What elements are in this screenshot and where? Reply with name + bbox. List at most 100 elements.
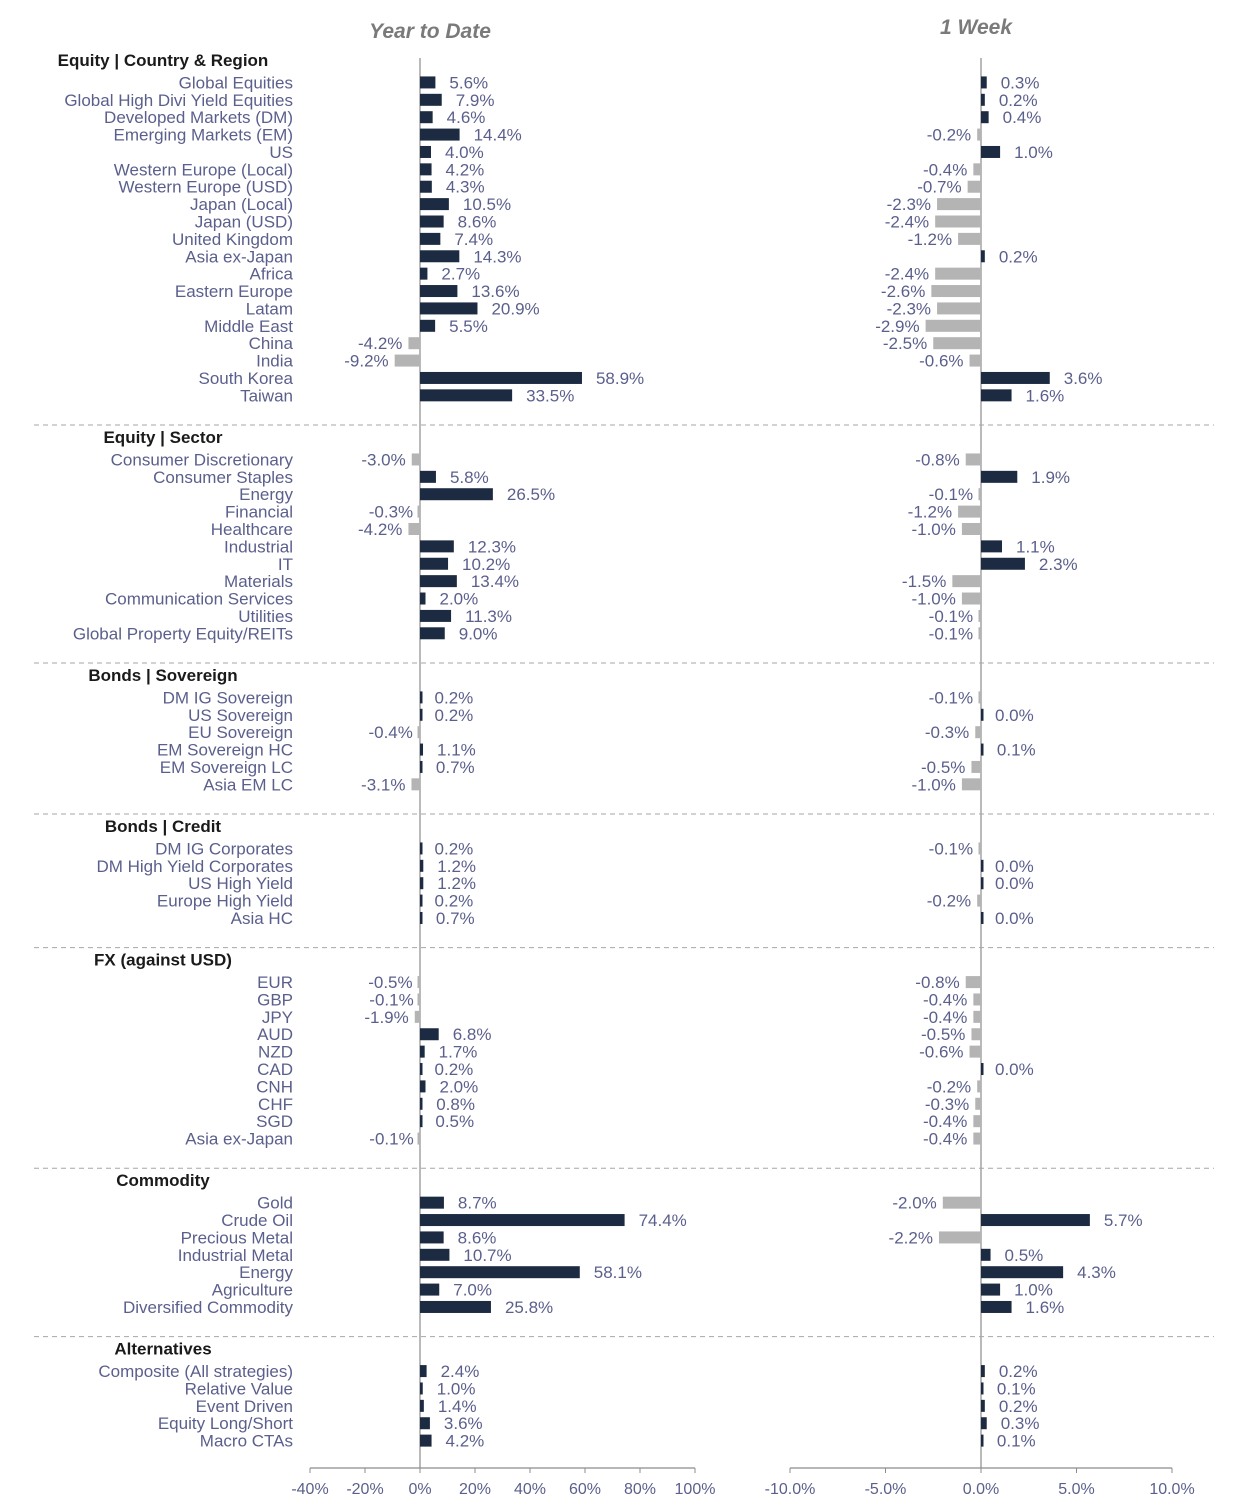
ytd-bar [420, 859, 424, 872]
row-label: Global Property Equity/REITs [73, 624, 293, 643]
wk-bar [981, 708, 984, 721]
ytd-value-label: 7.0% [453, 1281, 492, 1300]
row-label: China [249, 334, 294, 353]
ytd-value-label: 4.6% [447, 108, 486, 127]
row-label: US Sovereign [188, 706, 293, 725]
ytd-bar [420, 743, 424, 756]
row-label: AUD [257, 1025, 293, 1044]
wk-value-label: 0.3% [1001, 1414, 1040, 1433]
wk-value-label: -0.2% [927, 892, 971, 911]
ytd-bar [420, 1196, 444, 1209]
ytd-value-label: 8.6% [458, 213, 497, 232]
wk-value-label: 1.0% [1014, 143, 1053, 162]
wk-value-label: 0.2% [999, 1362, 1038, 1381]
ytd-value-label: 4.3% [446, 178, 485, 197]
ytd-value-label: -0.1% [369, 990, 413, 1009]
wk-value-label: -0.1% [929, 839, 973, 858]
row-label: Energy [239, 1263, 293, 1282]
ytd-value-label: 0.7% [436, 909, 475, 928]
wk-value-label: -0.4% [923, 1112, 967, 1131]
ytd-value-label: 2.0% [440, 1077, 479, 1096]
wk-bar [977, 1080, 981, 1093]
wk-bar [965, 976, 981, 989]
ytd-value-label: 58.9% [596, 369, 644, 388]
ytd-bar [420, 1417, 430, 1430]
wk-value-label: -0.1% [929, 485, 973, 504]
wk-bar [975, 726, 981, 739]
wk-value-label: -2.3% [887, 299, 931, 318]
wk-value-label: 0.0% [995, 857, 1034, 876]
ytd-value-label: 8.6% [458, 1228, 497, 1247]
wk-tick-label: -5.0% [865, 1481, 907, 1498]
wk-value-label: 0.1% [997, 1432, 1036, 1451]
ytd-bar [420, 198, 449, 211]
ytd-bar [420, 592, 426, 605]
wk-value-label: -0.5% [921, 1025, 965, 1044]
wk-value-label: -0.4% [923, 1008, 967, 1027]
ytd-value-label: -3.0% [361, 450, 405, 469]
row-label: DM IG Sovereign [163, 688, 293, 707]
wk-value-label: 0.0% [995, 706, 1034, 725]
row-label: Materials [224, 572, 293, 591]
ytd-value-label: -3.1% [361, 775, 405, 794]
ytd-bar [420, 389, 513, 402]
wk-value-label: 1.1% [1016, 537, 1055, 556]
wk-value-label: -2.3% [887, 195, 931, 214]
row-label: Utilities [238, 607, 293, 626]
wk-bar [952, 575, 981, 588]
ytd-value-label: -4.2% [358, 334, 402, 353]
ytd-value-label: 7.4% [454, 230, 493, 249]
row-label: Western Europe (USD) [119, 178, 293, 197]
wk-value-label: -2.6% [881, 282, 925, 301]
section-title: Alternatives [114, 1340, 211, 1359]
wk-bar [981, 1399, 985, 1412]
row-label: Middle East [204, 317, 293, 336]
ytd-bar [420, 627, 445, 640]
row-label: Communication Services [105, 590, 293, 609]
wk-value-label: -0.1% [929, 688, 973, 707]
ytd-bar [420, 575, 457, 588]
ytd-bar [420, 557, 449, 570]
ytd-value-label: -4.2% [358, 520, 402, 539]
ytd-bar [420, 1231, 444, 1244]
wk-value-label: 0.0% [995, 909, 1034, 928]
row-label: Asia EM LC [203, 775, 293, 794]
ytd-value-label: 2.0% [440, 590, 479, 609]
ytd-value-label: 4.2% [446, 1432, 485, 1451]
ytd-value-label: 5.5% [449, 317, 488, 336]
ytd-value-label: 0.2% [435, 892, 474, 911]
wk-bar [981, 76, 987, 89]
row-label: CNH [256, 1077, 293, 1096]
ytd-bar [420, 111, 433, 124]
wk-bar [981, 93, 985, 106]
wk-value-label: 3.6% [1064, 369, 1103, 388]
ytd-value-label: 9.0% [459, 624, 498, 643]
wk-bar [981, 1266, 1064, 1279]
panel-title-1w: 1 Week [940, 16, 1013, 39]
row-label: EM Sovereign LC [160, 758, 293, 777]
wk-value-label: 0.1% [997, 741, 1036, 760]
ytd-value-label: 0.8% [436, 1095, 475, 1114]
section-title: Equity | Country & Region [58, 51, 269, 70]
row-label: Gold [257, 1194, 293, 1213]
ytd-value-label: -1.9% [364, 1008, 408, 1027]
ytd-value-label: 14.4% [474, 126, 522, 145]
row-label: Agriculture [212, 1281, 293, 1300]
ytd-bar [420, 1045, 425, 1058]
ytd-bar [420, 708, 423, 721]
ytd-value-label: -0.5% [368, 973, 412, 992]
ytd-bar [420, 285, 458, 298]
wk-value-label: 4.3% [1077, 1263, 1116, 1282]
wk-bar [981, 1283, 1001, 1296]
ytd-tick-label: 40% [514, 1481, 546, 1498]
row-label: Industrial [224, 537, 293, 556]
wk-bar [958, 232, 981, 245]
ytd-bar [420, 180, 432, 193]
wk-value-label: 0.0% [995, 1060, 1034, 1079]
wk-value-label: -2.4% [885, 213, 929, 232]
wk-value-label: 0.1% [997, 1379, 1036, 1398]
wk-value-label: 1.6% [1026, 1298, 1065, 1317]
ytd-bar [420, 1097, 423, 1110]
ytd-value-label: 26.5% [507, 485, 555, 504]
ytd-tick-label: 60% [569, 1481, 601, 1498]
